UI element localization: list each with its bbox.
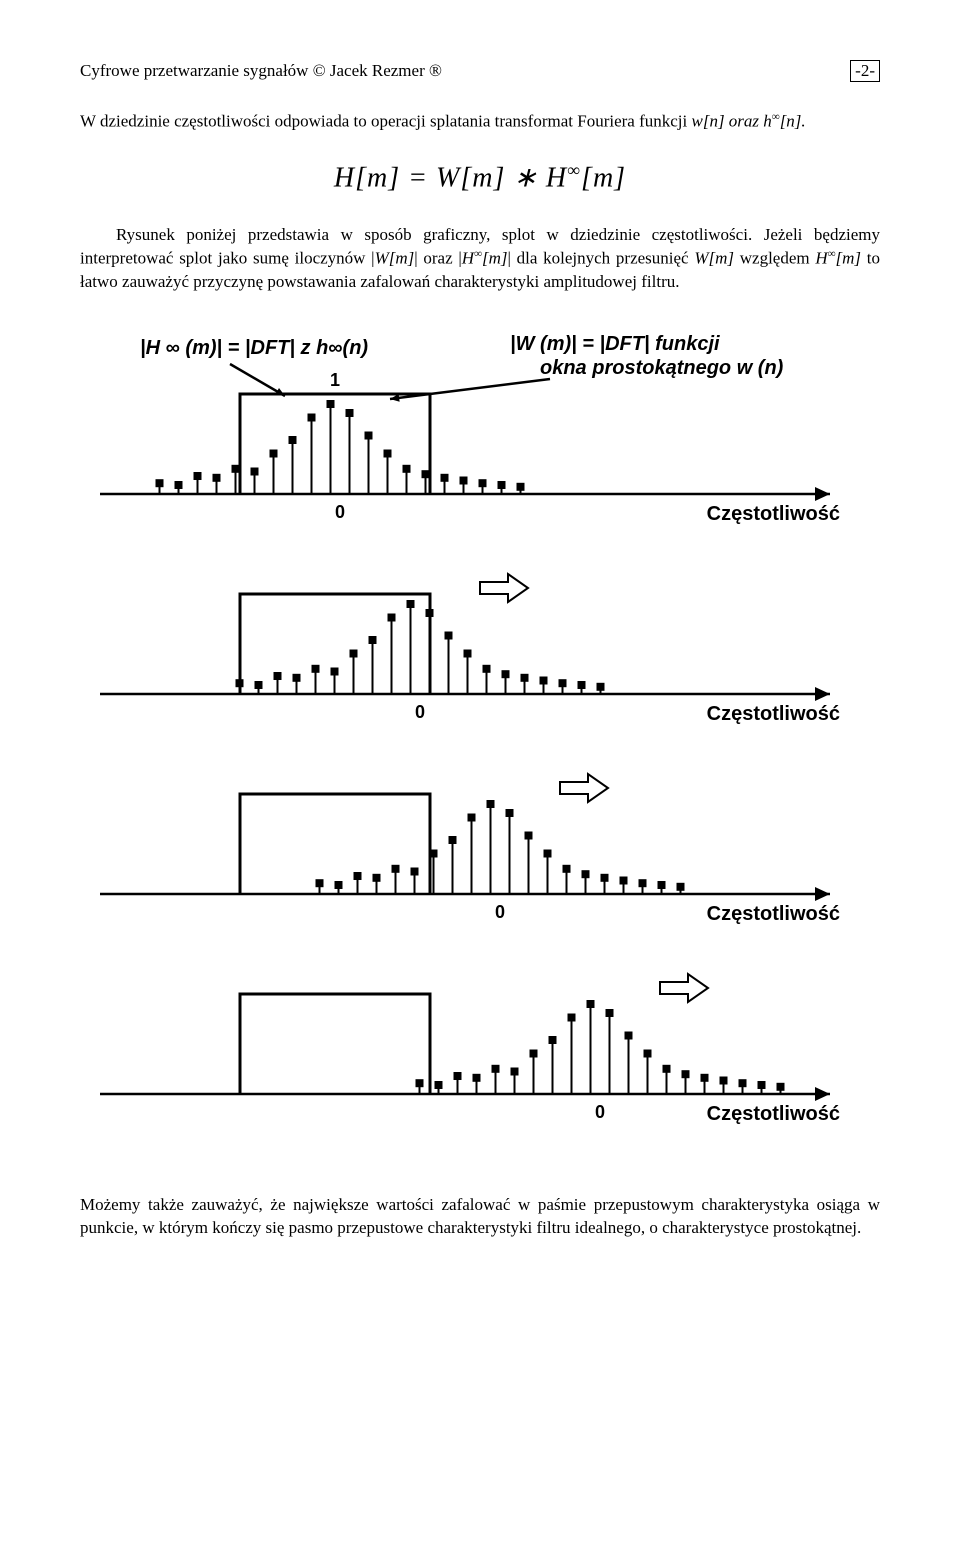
p2-d: H bbox=[462, 249, 474, 268]
svg-text:Częstotliwość: Częstotliwość bbox=[707, 1103, 840, 1125]
p2-f: | dla kolejnych przesunięć bbox=[507, 249, 694, 268]
p1-a: W dziedzinie częstotliwości odpowiada to… bbox=[80, 112, 691, 131]
p2-sup2: ∞ bbox=[828, 248, 836, 260]
paragraph-2: Rysunek poniżej przedstawia w sposób gra… bbox=[80, 224, 880, 293]
paragraph-3: Możemy także zauważyć, że największe war… bbox=[80, 1194, 880, 1240]
svg-text:okna prostokątnego w (n): okna prostokątnego w (n) bbox=[540, 357, 784, 379]
p2-c: | oraz | bbox=[414, 249, 462, 268]
svg-text:0: 0 bbox=[595, 1102, 605, 1122]
page-container: Cyfrowe przetwarzanie sygnałów © Jacek R… bbox=[0, 0, 960, 1314]
paragraph-1: W dziedzinie częstotliwości odpowiada to… bbox=[80, 110, 880, 134]
svg-text:|H ∞ (m)| = |DFT| z h∞(n): |H ∞ (m)| = |DFT| z h∞(n) bbox=[140, 337, 368, 359]
svg-text:Częstotliwość: Częstotliwość bbox=[707, 903, 840, 925]
equation: H[m] = W[m] ∗ H∞[m] bbox=[80, 160, 880, 194]
svg-text:Częstotliwość: Częstotliwość bbox=[707, 703, 840, 725]
p2-sup1: ∞ bbox=[474, 248, 482, 260]
p1-b: w[n] oraz h bbox=[691, 112, 771, 131]
header-left: Cyfrowe przetwarzanie sygnałów © Jacek R… bbox=[80, 61, 442, 81]
p1-sup: ∞ bbox=[772, 111, 780, 123]
p2-j: [m] bbox=[836, 249, 862, 268]
p2-i: H bbox=[815, 249, 827, 268]
header-row: Cyfrowe przetwarzanie sygnałów © Jacek R… bbox=[80, 60, 880, 82]
svg-text:|W (m)| = |DFT| funkcji: |W (m)| = |DFT| funkcji bbox=[510, 333, 720, 355]
svg-text:0: 0 bbox=[335, 502, 345, 522]
p2-e: [m] bbox=[482, 249, 508, 268]
svg-text:Częstotliwość: Częstotliwość bbox=[707, 503, 840, 525]
svg-text:1: 1 bbox=[330, 370, 340, 390]
p2-b: W[m] bbox=[375, 249, 415, 268]
diagram-area: |H ∞ (m)| = |DFT| z h∞(n) |W (m)| = |DFT|… bbox=[80, 324, 880, 1164]
svg-text:0: 0 bbox=[415, 702, 425, 722]
p1-c: [n]. bbox=[780, 112, 806, 131]
p2-g: W[m] bbox=[694, 249, 734, 268]
convolution-diagram: |H ∞ (m)| = |DFT| z h∞(n) |W (m)| = |DFT|… bbox=[80, 324, 880, 1164]
p2-h: względem bbox=[734, 249, 815, 268]
page-number-box: -2- bbox=[850, 60, 880, 82]
eq-sup: ∞ bbox=[567, 160, 581, 180]
svg-text:0: 0 bbox=[495, 902, 505, 922]
